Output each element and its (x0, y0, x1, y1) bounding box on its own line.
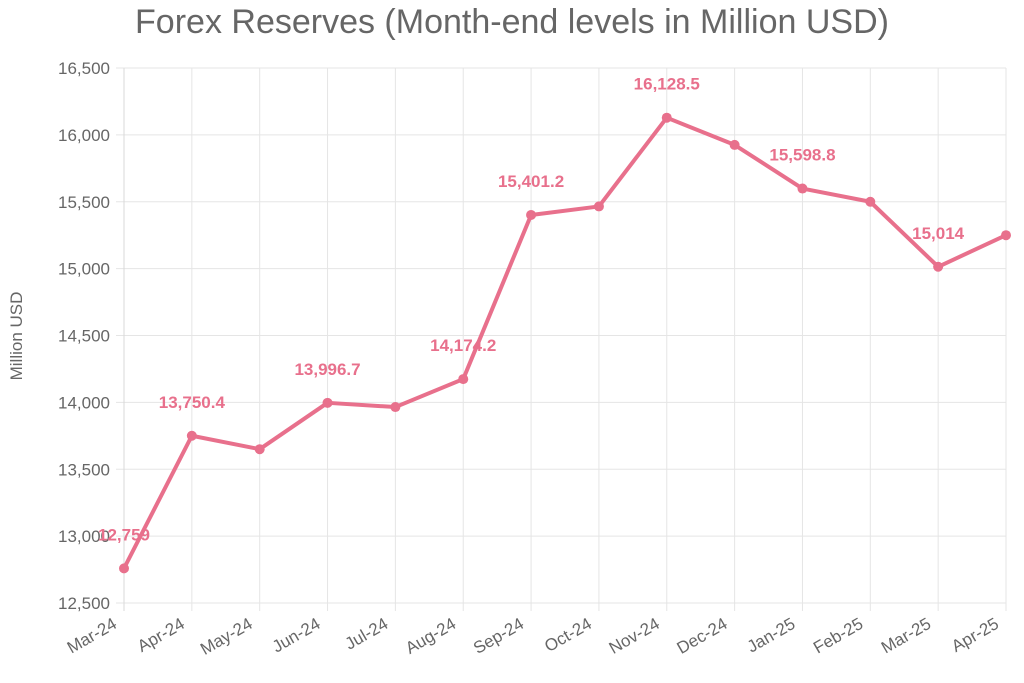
series-line (122, 115, 1008, 571)
data-point (390, 402, 401, 413)
x-axis-ticks: Mar-24 Apr-24 May-24 Jun-24 Jul-24 Aug-24 Sep-… (64, 614, 1002, 659)
data-point (865, 196, 876, 207)
data-point (119, 563, 129, 574)
data-label: 15,401.2 (498, 172, 564, 191)
y-tick-label: 12,500 (58, 594, 110, 613)
data-point (186, 430, 197, 441)
data-label: 16,128.5 (634, 75, 700, 94)
x-tick-label: Jun-24 (269, 614, 324, 656)
data-point (254, 444, 265, 455)
data-point (661, 112, 672, 123)
data-point (1001, 230, 1011, 241)
x-tick-label: Nov-24 (606, 614, 663, 658)
x-tick-label: Sep-24 (470, 614, 527, 658)
data-point (526, 209, 537, 220)
data-point (729, 139, 740, 150)
y-tick-label: 13,000 (58, 527, 110, 546)
chart-title: Forex Reserves (Month-end levels in Mill… (135, 3, 889, 41)
y-tick-label: 13,500 (58, 460, 110, 479)
data-label: 15,598.8 (769, 146, 835, 165)
data-point (933, 261, 944, 272)
x-tick-label: Feb-25 (810, 614, 866, 657)
y-tick-label: 15,500 (58, 193, 110, 212)
data-label: 12,759 (98, 525, 150, 544)
x-tick-label: Aug-24 (402, 614, 459, 658)
series-line-layer (122, 115, 1008, 571)
grid-lines (116, 67, 1007, 611)
data-point (458, 374, 469, 385)
data-point (797, 183, 808, 194)
data-point (322, 397, 333, 408)
data-point (593, 201, 604, 212)
x-tick-label: Oct-24 (541, 614, 595, 656)
x-tick-label: Mar-24 (64, 614, 120, 657)
x-tick-label: Jan-25 (744, 614, 799, 656)
data-points (119, 112, 1011, 574)
data-label: 13,750.4 (159, 393, 226, 412)
y-tick-label: 16,500 (58, 59, 110, 78)
data-labels: 12,759 13,750.4 13,996.7 14,174.2 15,401.2 16… (98, 75, 965, 545)
y-axis-label: Million USD (7, 292, 26, 381)
y-tick-label: 15,000 (58, 260, 110, 279)
x-tick-label: May-24 (197, 614, 256, 659)
x-tick-label: Jul-24 (342, 614, 392, 654)
data-label: 14,174.2 (430, 336, 496, 355)
x-tick-label: Apr-24 (134, 614, 188, 656)
data-label: 13,996.7 (294, 360, 360, 379)
y-tick-label: 14,000 (58, 393, 110, 412)
y-axis-ticks: 12,500 13,000 13,500 14,000 14,500 15,000 15,5… (58, 59, 110, 613)
data-label: 15,014 (912, 224, 965, 243)
y-tick-label: 14,500 (58, 327, 110, 346)
y-tick-label: 16,000 (58, 126, 110, 145)
x-tick-label: Apr-25 (948, 614, 1002, 656)
x-tick-label: Dec-24 (674, 614, 731, 658)
x-tick-label: Mar-25 (878, 614, 934, 657)
